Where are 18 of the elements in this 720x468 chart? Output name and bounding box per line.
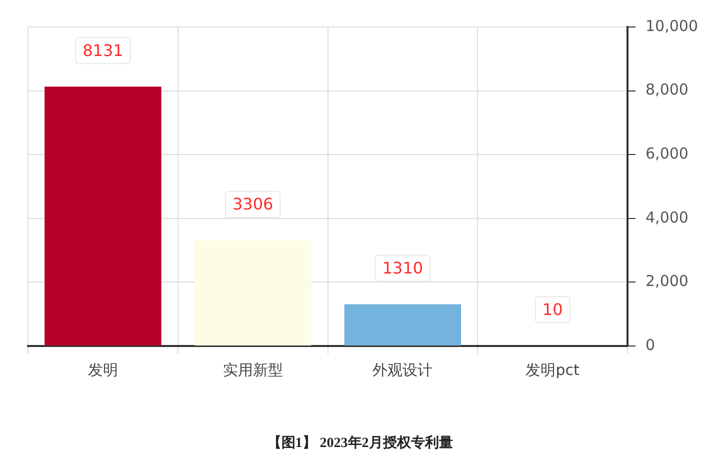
bar	[44, 86, 162, 346]
x-tick-label: 发明pct	[526, 360, 580, 379]
data-label: 3306	[232, 194, 274, 214]
text: 【图1】 2023年2月授权专利量	[266, 434, 454, 452]
data-label: 1310	[382, 258, 424, 278]
y-tick-label: 4,000	[646, 208, 688, 226]
data-label: 8131	[82, 40, 124, 60]
y-tick-label: 0	[646, 336, 656, 354]
x-tick-label: 实用新型	[222, 360, 283, 379]
data-label: 10	[542, 300, 563, 319]
y-tick-label: 6,000	[646, 144, 688, 162]
bar	[344, 304, 462, 346]
y-tick-label: 10,000	[646, 16, 698, 35]
x-tick-label: 外观设计	[372, 360, 433, 379]
x-tick-label: 发明	[88, 360, 118, 379]
y-tick-label: 2,000	[646, 272, 688, 290]
bar	[194, 240, 312, 346]
y-tick-label: 8,000	[646, 80, 688, 99]
